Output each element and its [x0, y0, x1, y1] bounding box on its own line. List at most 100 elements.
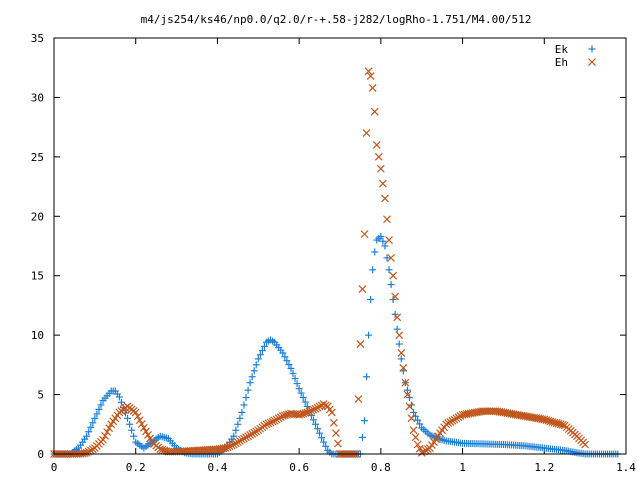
data-point	[97, 401, 105, 409]
data-point	[80, 449, 89, 458]
data-point	[393, 313, 402, 322]
data-point	[231, 439, 240, 448]
data-point	[85, 428, 93, 436]
data-point	[315, 402, 324, 411]
data-point	[139, 423, 148, 432]
data-point	[356, 340, 365, 348]
x-tick-label: 0	[51, 461, 58, 474]
data-point	[442, 420, 451, 429]
data-point	[227, 441, 236, 450]
x-tick-label: 1.4	[616, 461, 636, 474]
data-point	[238, 408, 246, 416]
data-point	[450, 415, 459, 424]
data-point	[101, 431, 109, 440]
data-point	[407, 414, 416, 423]
data-point	[334, 439, 342, 448]
data-point	[238, 435, 246, 444]
data-point	[240, 434, 248, 443]
data-point	[268, 417, 277, 426]
data-point	[362, 129, 371, 138]
data-point	[142, 427, 150, 436]
data-point	[256, 351, 264, 359]
data-point	[444, 419, 453, 428]
data-point	[229, 440, 238, 449]
data-point	[285, 361, 293, 369]
data-point	[387, 253, 395, 262]
data-point	[448, 416, 457, 425]
data-point	[242, 433, 250, 442]
data-point	[82, 448, 91, 457]
series-ek	[50, 232, 622, 458]
data-point	[91, 414, 99, 422]
data-point	[131, 408, 140, 417]
data-point	[415, 444, 424, 453]
data-point	[378, 179, 387, 188]
data-point	[293, 380, 301, 388]
data-point	[137, 420, 146, 428]
data-point	[365, 331, 373, 339]
data-point	[316, 429, 324, 437]
data-point	[115, 393, 123, 401]
data-point	[130, 432, 138, 440]
y-tick-label: 5	[37, 389, 44, 402]
data-point	[367, 295, 375, 303]
data-point	[295, 385, 303, 393]
data-point	[385, 266, 393, 274]
x-tick-label: 0.2	[126, 461, 146, 474]
data-point	[244, 432, 252, 441]
data-point	[399, 363, 408, 372]
data-point	[252, 427, 261, 436]
data-point	[361, 417, 369, 425]
data-point	[558, 420, 567, 429]
data-point	[252, 361, 260, 369]
data-point	[236, 414, 244, 422]
x-tick-label: 1.2	[534, 461, 554, 474]
plot-frame	[53, 37, 627, 455]
data-point	[235, 437, 244, 445]
data-point	[374, 152, 383, 161]
data-point	[307, 406, 316, 415]
data-point	[395, 340, 403, 348]
data-point	[371, 248, 379, 256]
data-point	[276, 413, 285, 422]
data-point	[383, 254, 391, 262]
data-point	[135, 416, 144, 425]
data-point	[264, 419, 273, 428]
y-tick-label: 20	[31, 210, 44, 223]
axis-ticks: 0 0.2 0.4 0.6 0.8 1 1.2 1.4 0 5 10 15 20 25 30 35	[31, 32, 637, 474]
data-point	[299, 394, 307, 402]
x-tick-label: 0.8	[371, 461, 391, 474]
legend-label-eh: Eh	[555, 56, 568, 69]
data-point	[230, 432, 238, 440]
data-point	[452, 414, 461, 423]
data-point	[244, 386, 252, 394]
data-point	[327, 408, 336, 417]
data-point	[250, 428, 259, 437]
data-point	[397, 349, 406, 357]
data-point	[413, 440, 422, 449]
data-point	[410, 408, 418, 416]
data-point	[322, 442, 330, 450]
data-point	[377, 232, 385, 240]
data-point	[581, 440, 590, 449]
data-point	[279, 349, 287, 357]
data-point	[405, 402, 414, 411]
data-point	[311, 404, 320, 413]
data-point	[389, 295, 397, 303]
data-point	[281, 353, 289, 361]
data-point	[242, 394, 250, 402]
data-point	[233, 438, 242, 447]
data-point	[401, 378, 410, 387]
data-point	[313, 403, 322, 412]
data-point	[358, 285, 367, 294]
data-point	[416, 420, 424, 428]
data-point	[144, 431, 152, 439]
data-point	[246, 431, 255, 439]
data-point	[363, 373, 371, 381]
data-point	[370, 107, 379, 116]
data-point	[360, 230, 369, 239]
data-point	[223, 443, 232, 452]
data-point	[89, 419, 97, 427]
data-point	[262, 420, 271, 429]
